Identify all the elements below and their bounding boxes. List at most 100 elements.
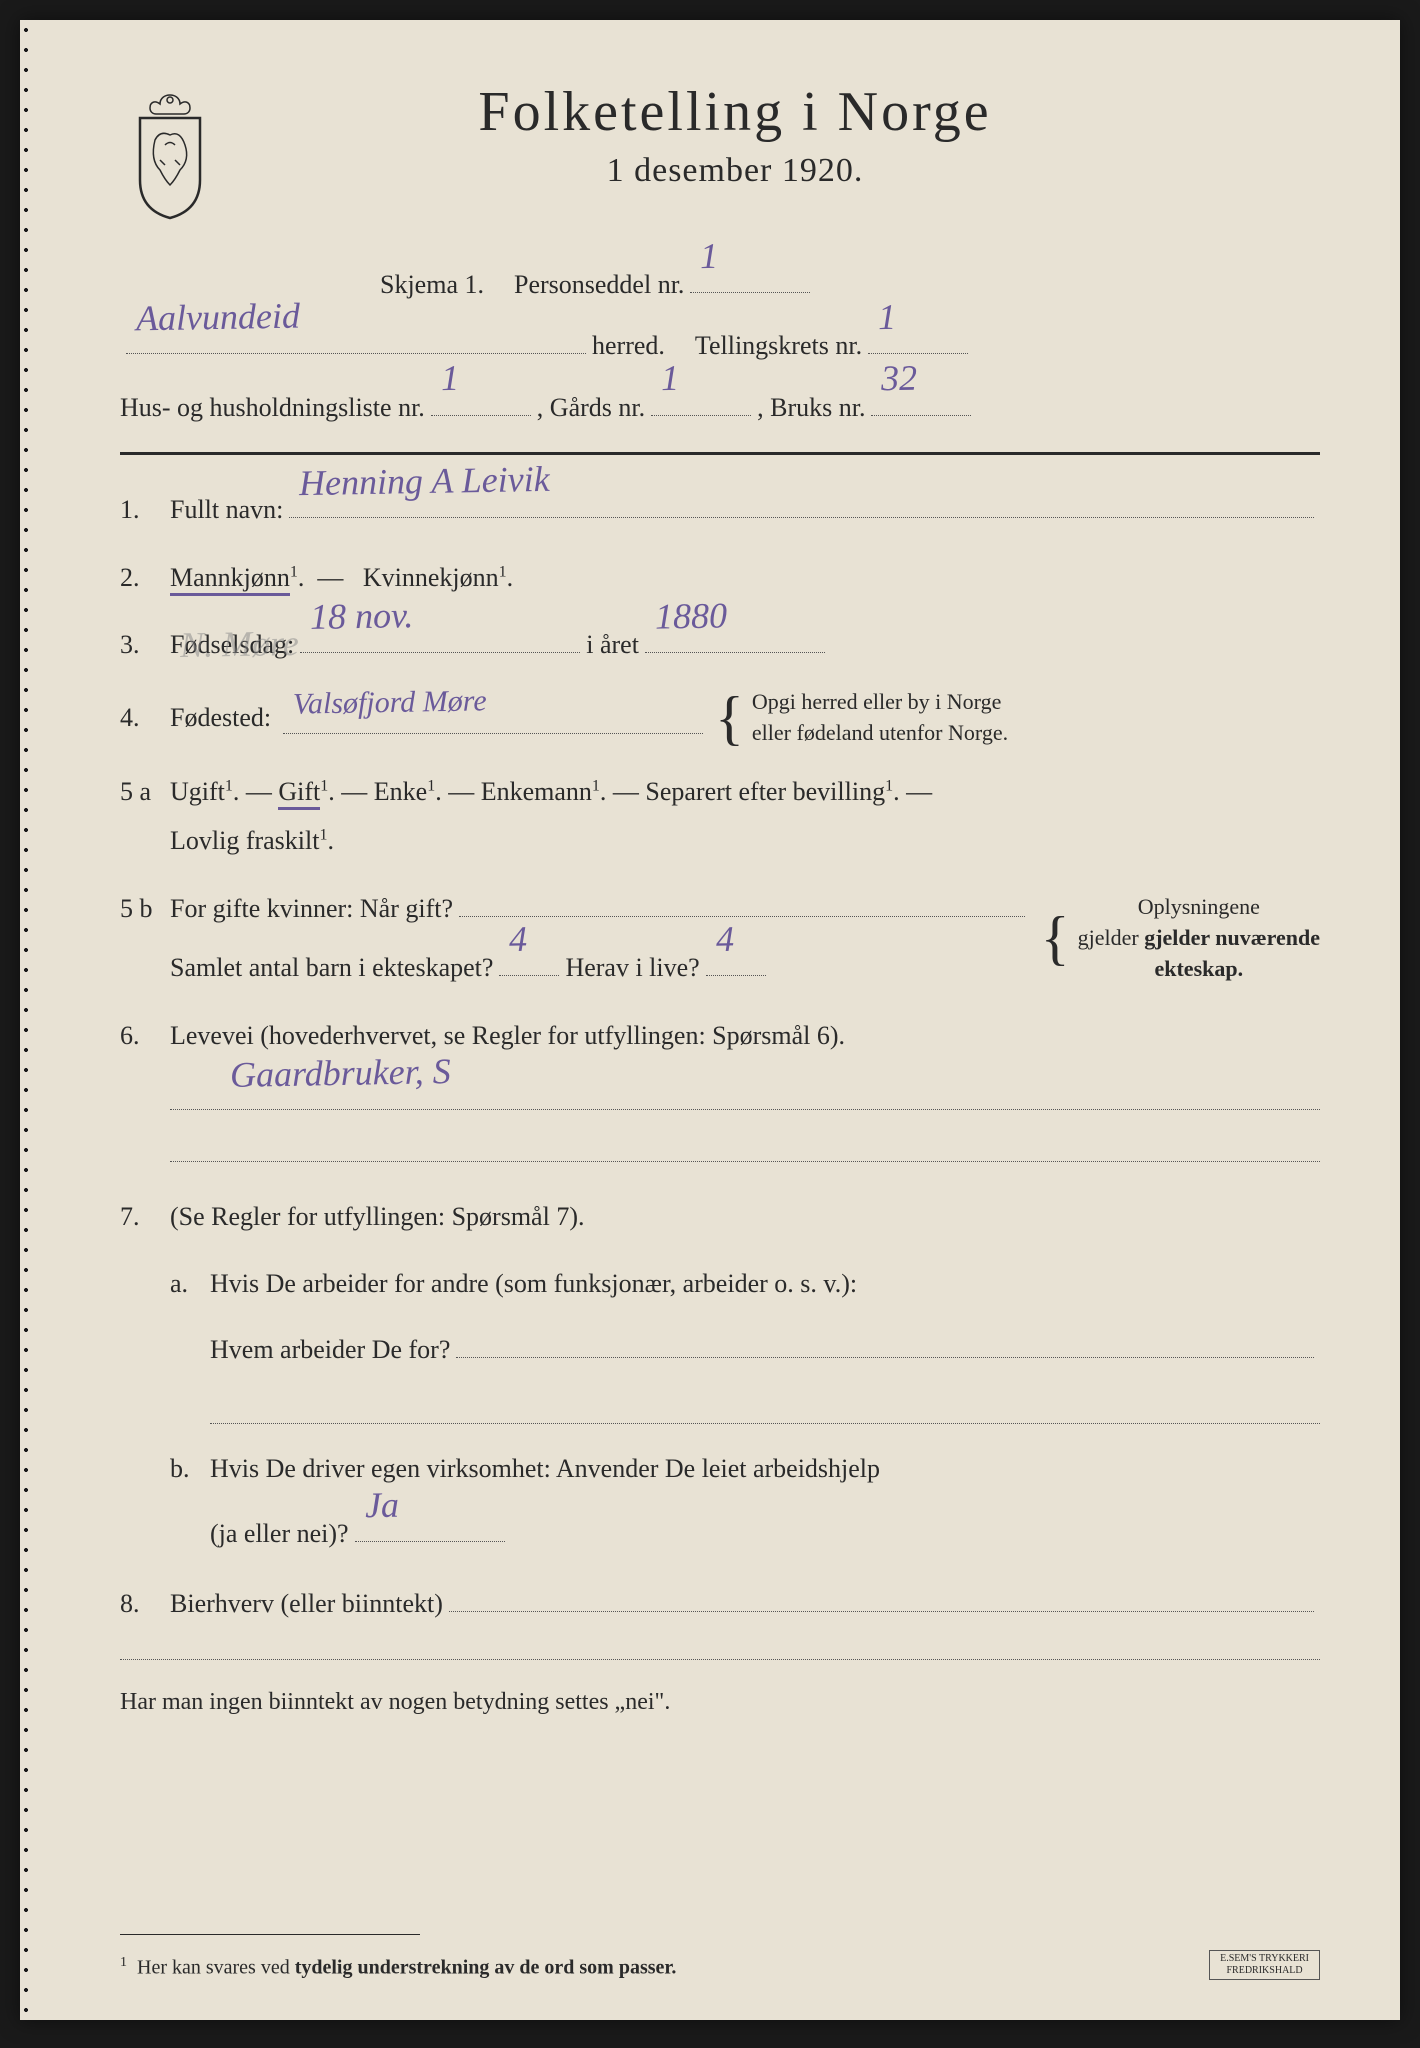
tellingskrets-value: 1 [877, 283, 896, 352]
q5b-barn-value: 4 [509, 905, 528, 974]
q7a-num: a. [170, 1259, 210, 1308]
stamp-line1: E.SEM'S TRYKKERI [1220, 1953, 1309, 1965]
q7: 7. (Se Regler for utfyllingen: Spørsmål … [120, 1192, 1320, 1241]
subtitle: 1 desember 1920. [250, 152, 1220, 190]
q7b: b. Hvis De driver egen virksomhet: Anven… [120, 1444, 1320, 1559]
q4-side1: Opgi herred eller by i Norge [752, 687, 1008, 718]
footer-text: Har man ingen biinntekt av nogen betydni… [120, 1680, 1320, 1726]
skjema-label: Skjema 1. [380, 260, 484, 309]
q8-field [449, 1580, 1314, 1612]
q6-value: Gaardbruker, S [229, 1037, 451, 1109]
q5b-side1: Oplysningene [1078, 892, 1320, 923]
herred-value: Aalvundeid [135, 282, 300, 353]
q7-label: (Se Regler for utfyllingen: Spørsmål 7). [170, 1202, 584, 1231]
q5a-opt3: Enke [374, 777, 427, 806]
q4-num: 4. [120, 693, 170, 742]
q4-field: Valsøfjord Møre [283, 702, 703, 734]
q7a-field [456, 1326, 1314, 1358]
q5b-barn-field: 4 [499, 944, 559, 976]
q4-side2: eller fødeland utenfor Norge. [752, 718, 1008, 749]
q4-side: { Opgi herred eller by i Norge eller fød… [715, 687, 1008, 749]
meta-line-3: Hus- og husholdningsliste nr. 1 , Gårds … [120, 383, 1320, 432]
personseddel-field: 1 [690, 261, 810, 293]
meta-line-1: Skjema 1. Personseddel nr. 1 [120, 260, 1320, 309]
title-block: Folketelling i Norge 1 desember 1920. [250, 80, 1320, 190]
footnote-divider [120, 1934, 420, 1935]
stamp-line2: FREDRIKSHALD [1220, 1965, 1309, 1977]
q5b-side: { Oplysningene gjelder gjelder nuværende… [1041, 892, 1320, 984]
husliste-label: Hus- og husholdningsliste nr. [120, 383, 425, 432]
gards-field: 1 [651, 384, 751, 416]
brace-icon: { [1041, 914, 1070, 962]
q8-label: Bierhverv (eller biinntekt) [170, 1579, 443, 1628]
q5b-side2: gjelder gjelder nuværende [1078, 923, 1320, 954]
q4-value: Valsøfjord Møre [293, 672, 488, 732]
q5a-opt1: Ugift [170, 777, 225, 806]
herred-field: Aalvundeid [126, 322, 586, 354]
personseddel-value: 1 [700, 221, 719, 290]
printer-stamp: E.SEM'S TRYKKERI FREDRIKSHALD [1209, 1950, 1320, 1980]
q1-value: Henning A Leivik [299, 445, 551, 518]
tellingskrets-label: Tellingskrets nr. [695, 321, 862, 370]
footnote: 1 Her kan svares ved tydelig understrekn… [120, 1955, 1320, 1980]
q5a-opt4: Enkemann [481, 777, 592, 806]
q2-mann: Mannkjønn [170, 563, 290, 596]
q5b: 5 b For gifte kvinner: Når gift? Samlet … [120, 884, 1320, 993]
crest-svg [120, 90, 220, 220]
q5b-live-field: 4 [706, 944, 766, 976]
q5b-label1: For gifte kvinner: Når gift? [170, 884, 453, 933]
q5b-label3: Herav i live? [565, 943, 699, 992]
q2-num: 2. [120, 553, 170, 602]
q5a-opt5: Separert efter bevilling [645, 777, 885, 806]
q3-num: 3. [120, 620, 170, 669]
bruks-label: , Bruks nr. [757, 383, 865, 432]
gards-label: , Gårds nr. [537, 383, 645, 432]
q7a: a. Hvis De arbeider for andre (som funks… [120, 1259, 1320, 1374]
dotted-divider [120, 1658, 1320, 1660]
herred-label: herred. [592, 321, 665, 370]
q5b-gift-field [459, 885, 1025, 917]
brace-icon: { [715, 694, 744, 742]
q5a-opt2: Gift [278, 777, 320, 810]
footer: 1 Her kan svares ved tydelig understrekn… [120, 1914, 1320, 1980]
q7b-value: Ja [364, 1471, 399, 1540]
document-page: Folketelling i Norge 1 desember 1920. Sk… [20, 20, 1400, 2020]
bruks-value: 32 [881, 344, 918, 413]
q5b-num: 5 b [120, 884, 170, 933]
q1-label: Fullt navn: [170, 485, 283, 534]
husliste-field: 1 [431, 384, 531, 416]
q8: 8. Bierhverv (eller biinntekt) [120, 1579, 1320, 1628]
husliste-value: 1 [440, 344, 459, 413]
q5b-live-value: 4 [715, 905, 734, 974]
q7a-text1: Hvis De arbeider for andre (som funksjon… [210, 1259, 1320, 1308]
q6-field: Gaardbruker, S [170, 1078, 1320, 1110]
q7a-text2: Hvem arbeider De for? [210, 1325, 450, 1374]
q3: 3. Fødselsdag: 18 nov. i året 1880 N. Mø… [120, 620, 1320, 669]
q1-num: 1. [120, 485, 170, 534]
q4-label: Fødested: [170, 693, 271, 742]
q1: 1. Fullt navn: Henning A Leivik [120, 485, 1320, 534]
q6-num: 6. [120, 1011, 170, 1060]
q8-num: 8. [120, 1579, 170, 1628]
gards-value: 1 [661, 344, 680, 413]
q1-field: Henning A Leivik [289, 486, 1314, 518]
header: Folketelling i Norge 1 desember 1920. [120, 80, 1320, 220]
form-body: Skjema 1. Personseddel nr. 1 Aalvundeid … [120, 260, 1320, 1726]
q6-field-2 [170, 1130, 1320, 1162]
main-title: Folketelling i Norge [250, 80, 1220, 144]
personseddel-label: Personseddel nr. [514, 260, 684, 309]
q5b-side3: ekteskap. [1078, 954, 1320, 985]
q7b-field: Ja [355, 1510, 505, 1542]
coat-of-arms-icon [120, 90, 220, 220]
meta-line-2: Aalvundeid herred. Tellingskrets nr. 1 [120, 321, 1320, 370]
q7b-text2: (ja eller nei)? [210, 1509, 349, 1558]
q5a-num: 5 a [120, 767, 170, 816]
q5b-label2: Samlet antal barn i ekteskapet? [170, 943, 493, 992]
q5a: 5 a Ugift1. — Gift1. — Enke1. — Enkemann… [120, 767, 1320, 866]
q7b-num: b. [170, 1444, 210, 1493]
q7a-field-2 [210, 1392, 1320, 1424]
q7-num: 7. [120, 1192, 170, 1241]
q4: 4. Fødested: Valsøfjord Møre { Opgi herr… [120, 687, 1320, 749]
bruks-field: 32 [871, 384, 971, 416]
q5a-opt6: Lovlig fraskilt [170, 826, 319, 855]
